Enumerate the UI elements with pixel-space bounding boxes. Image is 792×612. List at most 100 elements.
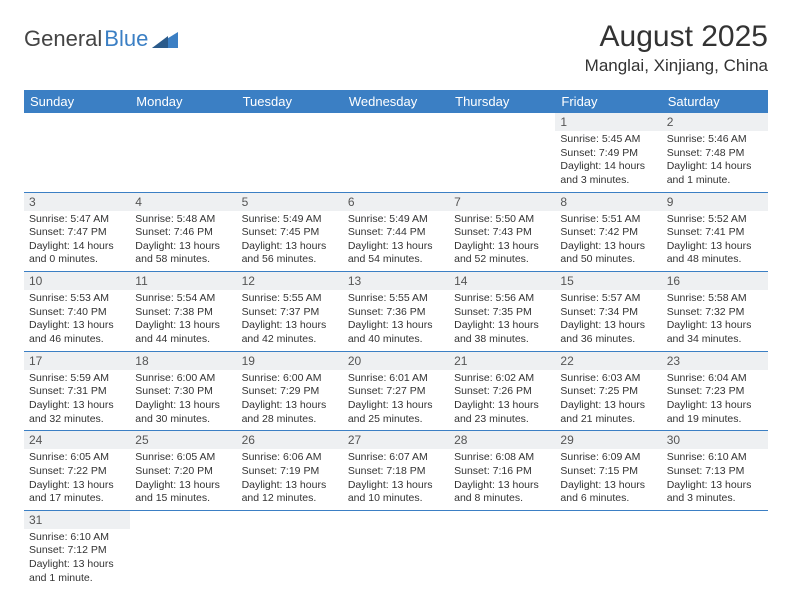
day-number: 4 (130, 193, 236, 211)
sunrise-line: Sunrise: 5:59 AM (29, 372, 125, 386)
calendar-row: 24Sunrise: 6:05 AMSunset: 7:22 PMDayligh… (24, 431, 768, 511)
calendar-cell (449, 113, 555, 192)
day-details: Sunrise: 6:03 AMSunset: 7:25 PMDaylight:… (555, 370, 661, 431)
sunrise-line: Sunrise: 6:00 AM (242, 372, 338, 386)
day-number: 10 (24, 272, 130, 290)
daylight-line: Daylight: 13 hours and 21 minutes. (560, 399, 656, 426)
daylight-line: Daylight: 13 hours and 56 minutes. (242, 240, 338, 267)
sunrise-line: Sunrise: 6:05 AM (135, 451, 231, 465)
calendar-cell (343, 113, 449, 192)
day-number: 21 (449, 352, 555, 370)
day-details: Sunrise: 6:02 AMSunset: 7:26 PMDaylight:… (449, 370, 555, 431)
day-number: 9 (662, 193, 768, 211)
sunset-line: Sunset: 7:29 PM (242, 385, 338, 399)
sunset-line: Sunset: 7:25 PM (560, 385, 656, 399)
day-number: 6 (343, 193, 449, 211)
sunset-line: Sunset: 7:27 PM (348, 385, 444, 399)
calendar-row: 3Sunrise: 5:47 AMSunset: 7:47 PMDaylight… (24, 192, 768, 272)
day-number: 2 (662, 113, 768, 131)
day-details: Sunrise: 6:00 AMSunset: 7:29 PMDaylight:… (237, 370, 343, 431)
calendar-cell: 29Sunrise: 6:09 AMSunset: 7:15 PMDayligh… (555, 431, 661, 511)
calendar-cell: 3Sunrise: 5:47 AMSunset: 7:47 PMDaylight… (24, 192, 130, 272)
daylight-line: Daylight: 13 hours and 46 minutes. (29, 319, 125, 346)
calendar-row: 10Sunrise: 5:53 AMSunset: 7:40 PMDayligh… (24, 272, 768, 352)
day-details: Sunrise: 5:55 AMSunset: 7:36 PMDaylight:… (343, 290, 449, 351)
sunrise-line: Sunrise: 6:06 AM (242, 451, 338, 465)
sunset-line: Sunset: 7:15 PM (560, 465, 656, 479)
sunrise-line: Sunrise: 5:52 AM (667, 213, 763, 227)
day-number: 3 (24, 193, 130, 211)
sunrise-line: Sunrise: 6:00 AM (135, 372, 231, 386)
calendar-cell: 25Sunrise: 6:05 AMSunset: 7:20 PMDayligh… (130, 431, 236, 511)
sunrise-line: Sunrise: 5:55 AM (348, 292, 444, 306)
brand-blue: Blue (104, 26, 148, 52)
sunrise-line: Sunrise: 5:54 AM (135, 292, 231, 306)
daylight-line: Daylight: 14 hours and 1 minute. (667, 160, 763, 187)
day-number: 7 (449, 193, 555, 211)
day-details: Sunrise: 6:04 AMSunset: 7:23 PMDaylight:… (662, 370, 768, 431)
daylight-line: Daylight: 13 hours and 40 minutes. (348, 319, 444, 346)
calendar-cell: 9Sunrise: 5:52 AMSunset: 7:41 PMDaylight… (662, 192, 768, 272)
calendar-cell (662, 510, 768, 589)
calendar-cell (237, 510, 343, 589)
day-number: 1 (555, 113, 661, 131)
sunset-line: Sunset: 7:16 PM (454, 465, 550, 479)
weekday-header: Sunday (24, 90, 130, 113)
sunrise-line: Sunrise: 6:07 AM (348, 451, 444, 465)
daylight-line: Daylight: 13 hours and 58 minutes. (135, 240, 231, 267)
day-details: Sunrise: 5:49 AMSunset: 7:44 PMDaylight:… (343, 211, 449, 272)
day-details: Sunrise: 5:59 AMSunset: 7:31 PMDaylight:… (24, 370, 130, 431)
day-number: 31 (24, 511, 130, 529)
day-details: Sunrise: 5:48 AMSunset: 7:46 PMDaylight:… (130, 211, 236, 272)
sunset-line: Sunset: 7:13 PM (667, 465, 763, 479)
day-number: 26 (237, 431, 343, 449)
daylight-line: Daylight: 13 hours and 54 minutes. (348, 240, 444, 267)
calendar-table: Sunday Monday Tuesday Wednesday Thursday… (24, 90, 768, 589)
daylight-line: Daylight: 13 hours and 19 minutes. (667, 399, 763, 426)
day-number: 30 (662, 431, 768, 449)
day-number: 25 (130, 431, 236, 449)
sunset-line: Sunset: 7:35 PM (454, 306, 550, 320)
weekday-header: Saturday (662, 90, 768, 113)
weekday-header: Monday (130, 90, 236, 113)
sunset-line: Sunset: 7:18 PM (348, 465, 444, 479)
title-block: August 2025 Manglai, Xinjiang, China (585, 20, 768, 76)
calendar-cell (449, 510, 555, 589)
day-number: 8 (555, 193, 661, 211)
day-number: 23 (662, 352, 768, 370)
sunrise-line: Sunrise: 5:56 AM (454, 292, 550, 306)
header: General Blue August 2025 Manglai, Xinjia… (24, 20, 768, 76)
calendar-cell: 20Sunrise: 6:01 AMSunset: 7:27 PMDayligh… (343, 351, 449, 431)
day-details: Sunrise: 6:10 AMSunset: 7:13 PMDaylight:… (662, 449, 768, 510)
sunrise-line: Sunrise: 6:09 AM (560, 451, 656, 465)
day-details: Sunrise: 5:46 AMSunset: 7:48 PMDaylight:… (662, 131, 768, 192)
calendar-cell: 31Sunrise: 6:10 AMSunset: 7:12 PMDayligh… (24, 510, 130, 589)
calendar-cell (130, 113, 236, 192)
sunset-line: Sunset: 7:47 PM (29, 226, 125, 240)
day-number: 17 (24, 352, 130, 370)
day-number: 12 (237, 272, 343, 290)
sunset-line: Sunset: 7:38 PM (135, 306, 231, 320)
calendar-cell (555, 510, 661, 589)
daylight-line: Daylight: 13 hours and 38 minutes. (454, 319, 550, 346)
sunrise-line: Sunrise: 5:57 AM (560, 292, 656, 306)
daylight-line: Daylight: 14 hours and 0 minutes. (29, 240, 125, 267)
daylight-line: Daylight: 13 hours and 23 minutes. (454, 399, 550, 426)
calendar-cell: 14Sunrise: 5:56 AMSunset: 7:35 PMDayligh… (449, 272, 555, 352)
sunset-line: Sunset: 7:43 PM (454, 226, 550, 240)
daylight-line: Daylight: 13 hours and 50 minutes. (560, 240, 656, 267)
sunrise-line: Sunrise: 6:08 AM (454, 451, 550, 465)
calendar-cell (130, 510, 236, 589)
sunrise-line: Sunrise: 5:45 AM (560, 133, 656, 147)
sunrise-line: Sunrise: 6:10 AM (667, 451, 763, 465)
day-details: Sunrise: 6:10 AMSunset: 7:12 PMDaylight:… (24, 529, 130, 590)
calendar-cell (237, 113, 343, 192)
calendar-row: 17Sunrise: 5:59 AMSunset: 7:31 PMDayligh… (24, 351, 768, 431)
sail-icon (152, 30, 178, 48)
daylight-line: Daylight: 13 hours and 34 minutes. (667, 319, 763, 346)
day-number: 24 (24, 431, 130, 449)
day-details: Sunrise: 5:56 AMSunset: 7:35 PMDaylight:… (449, 290, 555, 351)
sunset-line: Sunset: 7:23 PM (667, 385, 763, 399)
sunrise-line: Sunrise: 5:55 AM (242, 292, 338, 306)
sunrise-line: Sunrise: 5:58 AM (667, 292, 763, 306)
